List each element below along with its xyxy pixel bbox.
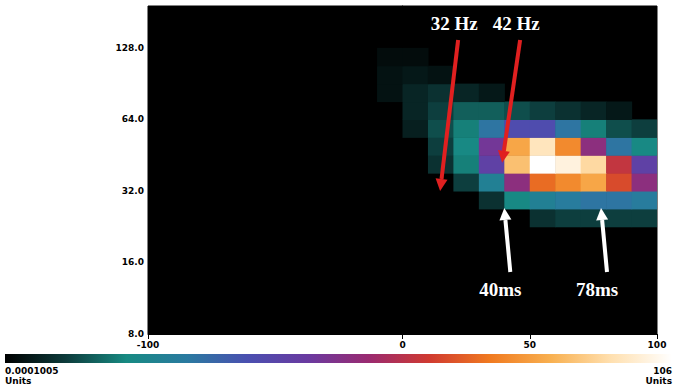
svg-text:Units: Units — [5, 376, 31, 386]
svg-text:-100: -100 — [137, 340, 160, 350]
svg-text:128.0: 128.0 — [116, 43, 144, 53]
svg-text:40ms: 40ms — [479, 279, 521, 300]
svg-text:8.0: 8.0 — [128, 329, 144, 339]
svg-text:106: 106 — [653, 366, 672, 376]
svg-text:64.0: 64.0 — [122, 114, 144, 124]
svg-text:100: 100 — [648, 340, 667, 350]
svg-text:32.0: 32.0 — [122, 186, 144, 196]
svg-text:50: 50 — [523, 340, 536, 350]
svg-text:0.0001005: 0.0001005 — [5, 366, 59, 376]
svg-text:32 Hz: 32 Hz — [431, 13, 479, 34]
svg-text:42 Hz: 42 Hz — [493, 13, 541, 34]
svg-text:Units: Units — [646, 376, 672, 386]
svg-text:16.0: 16.0 — [122, 257, 144, 267]
svg-text:0: 0 — [399, 340, 405, 350]
svg-text:78ms: 78ms — [576, 279, 618, 300]
